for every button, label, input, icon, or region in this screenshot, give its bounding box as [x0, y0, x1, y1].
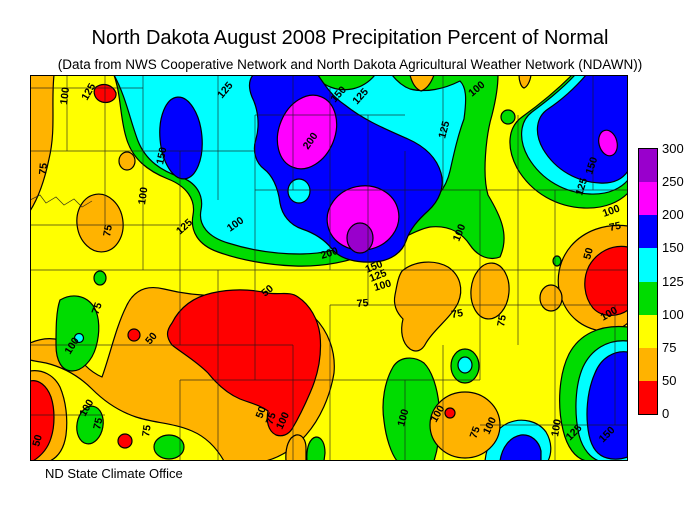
legend-tick: 300: [662, 141, 684, 156]
legend-tick: 100: [662, 306, 684, 322]
legend-tick: 150: [662, 240, 684, 256]
contour-value-label: 75: [608, 220, 622, 234]
page-title: North Dakota August 2008 Precipitation P…: [91, 27, 609, 49]
contour-value-label: 75: [90, 301, 105, 316]
legend-colorbar: 300 250 200 150 125 100 75 50 0: [638, 141, 698, 428]
legend-segment: [639, 248, 657, 282]
contour-value-label: 75: [495, 314, 509, 328]
contour-value-label: 125: [436, 120, 452, 140]
legend-segment: [639, 281, 657, 315]
legend-segment: [639, 215, 657, 249]
contour-value-label: 75: [140, 424, 154, 437]
contour-value-label: 75: [450, 307, 464, 321]
contour-value-label: 200: [319, 245, 340, 262]
legend-tick: 0: [662, 406, 670, 421]
contour-value-label: 75: [468, 425, 483, 440]
contour-value-label: 100: [136, 186, 150, 205]
page-subtitle: (Data from NWS Cooperative Network and N…: [57, 57, 643, 72]
legend-tick: 125: [662, 273, 684, 289]
legend-segment: [639, 314, 657, 348]
legend-segment: [639, 347, 657, 381]
contour-value-label: 75: [264, 411, 279, 426]
legend-segment: [639, 182, 657, 216]
legend-tick: 250: [662, 174, 684, 190]
legend-tick: 200: [662, 207, 684, 223]
contour-fills: [29, 74, 629, 462]
contour-value-label: 100: [58, 86, 72, 105]
contour-value-label: 100: [549, 418, 564, 437]
precipitation-contour-map: 100 125 75 125 150 100 125 100 75 200 150 125 100 125…: [29, 74, 629, 462]
credit-text: ND State Climate Office: [45, 466, 183, 481]
contour-value-label: 150: [154, 146, 169, 166]
contour-value-label: 100: [601, 202, 622, 219]
contour-value-label: 75: [91, 417, 105, 431]
legend-tick: 75: [662, 339, 677, 355]
map-border: [30, 75, 628, 461]
contour-value-label: 100: [395, 408, 411, 428]
legend-segment: [639, 380, 657, 414]
contour-value-label: 50: [581, 246, 596, 261]
contour-value-label: 125: [573, 176, 590, 197]
contour-value-label: 75: [37, 162, 50, 175]
contour-value-label: 75: [101, 224, 115, 238]
legend-tick: 50: [662, 372, 677, 388]
legend-color-scale: [638, 148, 658, 415]
county-boundaries: [29, 75, 628, 461]
contour-value-label: 75: [356, 297, 369, 310]
contour-value-label: 150: [583, 155, 600, 176]
contour-value-label: 50: [30, 433, 45, 448]
contour-value-label: 100: [373, 277, 393, 293]
legend-segment: [639, 149, 657, 183]
contour-value-label: 50: [254, 405, 269, 420]
